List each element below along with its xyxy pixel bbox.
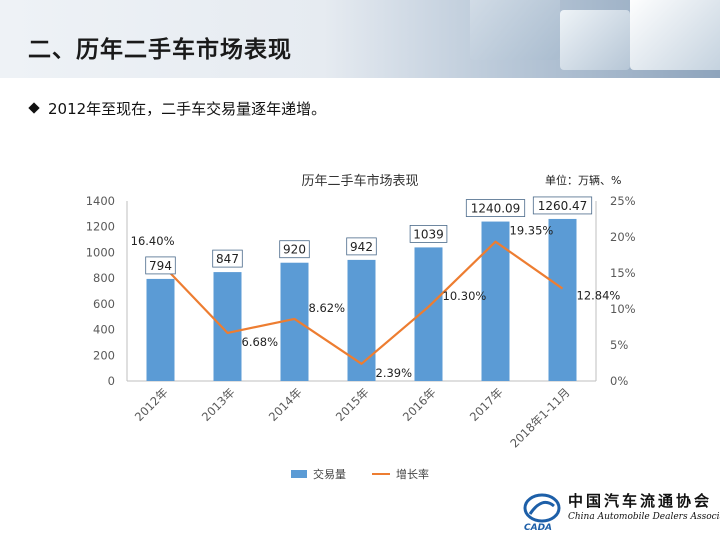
x-tick-label: 2018年1-11月 bbox=[507, 385, 572, 450]
line-data-label: 6.68% bbox=[242, 335, 279, 349]
y-right-tick-label: 25% bbox=[610, 194, 636, 208]
legend-label-volume: 交易量 bbox=[313, 468, 346, 481]
y-left-tick-label: 1200 bbox=[86, 220, 115, 234]
legend: 交易量 增长率 bbox=[0, 466, 720, 482]
bar-volume bbox=[347, 259, 376, 381]
decorative-cube bbox=[560, 10, 630, 70]
header-banner: 二、历年二手车市场表现 bbox=[0, 0, 720, 78]
subtitle: 2012年至现在，二手车交易量逐年递增。 bbox=[28, 98, 327, 119]
y-left-tick-label: 1400 bbox=[86, 194, 115, 208]
bar-data-label: 1260.47 bbox=[538, 199, 588, 213]
bar-data-label-box bbox=[465, 199, 526, 217]
bar-data-label-box bbox=[212, 249, 243, 268]
line-data-label: 12.84% bbox=[577, 289, 621, 303]
x-tick-label: 2014年 bbox=[266, 385, 305, 424]
x-tick-label: 2016年 bbox=[400, 385, 439, 424]
legend-swatch-bar bbox=[291, 470, 307, 478]
unit-label: 单位：万辆、% bbox=[545, 174, 622, 187]
y-left-tick-label: 800 bbox=[93, 271, 115, 285]
bar-volume bbox=[146, 278, 175, 381]
cada-logo: CADA 中国汽车流通协会 China Automobile Dealers A… bbox=[520, 490, 720, 534]
x-tick-label: 2012年 bbox=[132, 385, 171, 424]
legend-swatch-line bbox=[372, 473, 390, 475]
bar-data-label: 1240.09 bbox=[471, 202, 521, 216]
bar-data-label: 794 bbox=[149, 259, 172, 273]
cada-mark-text: CADA bbox=[524, 523, 552, 532]
chart-title: 历年二手车市场表现 bbox=[301, 174, 419, 189]
y-left-tick-label: 400 bbox=[93, 323, 115, 337]
bar-data-label-box bbox=[409, 225, 448, 243]
decorative-cube bbox=[630, 0, 720, 70]
legend-item-growth: 增长率 bbox=[372, 466, 429, 482]
cada-logo-mark: CADA bbox=[523, 493, 561, 532]
legend-item-volume: 交易量 bbox=[291, 466, 346, 482]
chart: 0 200 400 600 800 1000 1200 1400 0% 5% 10% 15% 20% 25… bbox=[86, 194, 636, 451]
x-tick-label: 2017年 bbox=[467, 385, 506, 424]
bar-volume bbox=[213, 272, 242, 381]
line-data-label: 19.35% bbox=[510, 224, 554, 238]
decorative-cube bbox=[470, 0, 560, 60]
bar-data-label: 942 bbox=[350, 240, 373, 254]
y-right-tick-label: 15% bbox=[610, 266, 636, 280]
y-left-tick-label: 600 bbox=[93, 297, 115, 311]
line-data-label: 8.62% bbox=[309, 301, 346, 315]
bar-data-label: 920 bbox=[283, 243, 306, 257]
line-data-label: 10.30% bbox=[443, 289, 487, 303]
page-title: 二、历年二手车市场表现 bbox=[28, 37, 292, 63]
bar-data-label-box bbox=[145, 256, 176, 275]
logo-name-cn: 中国汽车流通协会 bbox=[568, 492, 713, 510]
x-tick-label: 2013年 bbox=[199, 385, 238, 424]
bar-data-label: 847 bbox=[216, 252, 239, 266]
y-left-tick-label: 0 bbox=[108, 374, 115, 388]
y-right-tick-label: 0% bbox=[610, 374, 628, 388]
legend-label-growth: 增长率 bbox=[396, 468, 429, 481]
y-left-tick-label: 1000 bbox=[86, 245, 115, 259]
bar-volume bbox=[548, 218, 577, 381]
logo-name-en: China Automobile Dealers Association bbox=[568, 512, 720, 522]
bar-data-label-box bbox=[279, 240, 310, 259]
y-right-tick-label: 20% bbox=[610, 230, 636, 244]
subtitle-text: 2012年至现在，二手车交易量逐年递增。 bbox=[48, 100, 327, 118]
x-tick-label: 2015年 bbox=[333, 385, 372, 424]
y-right-tick-label: 10% bbox=[610, 302, 636, 316]
y-left-tick-label: 200 bbox=[93, 348, 115, 362]
y-right-tick-label: 5% bbox=[610, 338, 628, 352]
line-data-label: 16.40% bbox=[131, 234, 175, 248]
line-data-label: 2.39% bbox=[376, 366, 413, 380]
bar-data-label: 1039 bbox=[413, 227, 444, 241]
line-growth-rate bbox=[159, 240, 564, 365]
bar-data-label-box bbox=[346, 237, 377, 256]
bar-data-label-box bbox=[532, 196, 593, 215]
